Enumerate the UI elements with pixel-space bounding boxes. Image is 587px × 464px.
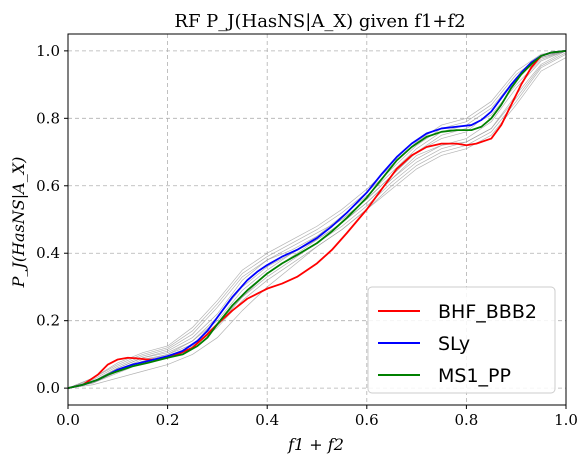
legend-label: BHF_BBB2 (438, 301, 537, 323)
chart-title: RF P_J(HasNS|A_X) given f1+f2 (174, 11, 465, 32)
y-tick-label: 1.0 (36, 42, 60, 60)
series-line-sly (67, 49, 567, 390)
y-tick-label: 0.2 (36, 312, 60, 330)
background-series-line-2 (67, 50, 567, 389)
y-axis-label: P_J(HasNS|A_X) (9, 157, 28, 289)
x-tick-label: 0.8 (454, 411, 478, 429)
x-axis-ticks: 0.0 0.2 0.4 0.6 0.8 1.0 (56, 405, 578, 429)
legend-label: SLy (438, 333, 470, 355)
x-tick-label: 0.0 (56, 411, 80, 429)
x-tick-label: 0.4 (255, 411, 279, 429)
y-tick-label: 0.0 (36, 379, 60, 397)
y-axis-ticks: 0.0 0.2 0.4 0.6 0.8 1.0 (36, 42, 68, 397)
background-series-line-9 (67, 50, 567, 389)
legend: BHF_BBB2 SLy MS1_PP (367, 286, 556, 394)
series-line-ms1-pp (67, 49, 567, 390)
legend-box (367, 286, 556, 394)
x-tick-label: 0.6 (355, 411, 379, 429)
y-tick-label: 0.4 (36, 244, 60, 262)
x-axis-label: f1 + f2 (287, 435, 344, 454)
legend-label: MS1_PP (438, 365, 511, 387)
x-tick-label: 1.0 (554, 411, 578, 429)
y-tick-label: 0.6 (36, 177, 60, 195)
plot-frame (67, 33, 567, 406)
y-tick-label: 0.8 (36, 109, 60, 127)
x-tick-label: 0.2 (156, 411, 180, 429)
series-lines (67, 49, 567, 390)
series-line-bhf-bbb2 (67, 49, 567, 390)
